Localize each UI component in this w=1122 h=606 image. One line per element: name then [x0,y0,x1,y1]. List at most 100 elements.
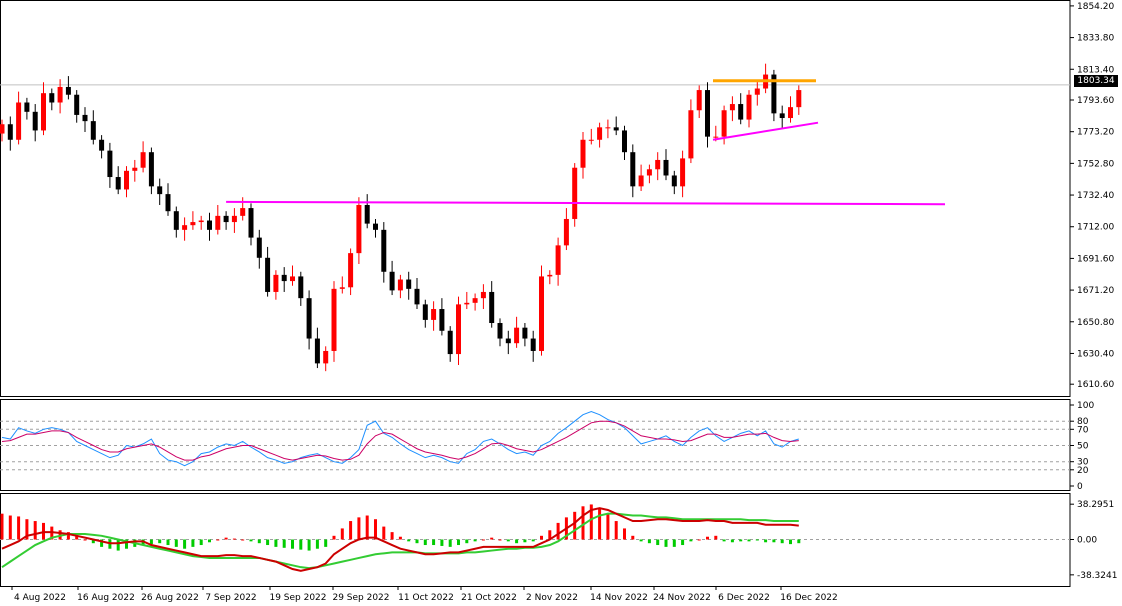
time-axis-label: 4 Aug 2022 [14,593,66,603]
macd-hist-negative [789,539,792,545]
candle-bearish [173,211,179,230]
candle-bearish [90,121,96,140]
macd-hist-positive [598,508,602,540]
candle-bearish [306,298,312,339]
candle-bullish [190,222,196,226]
price-axis-label: 1752.80 [1077,159,1114,169]
price-axis-label: 1813.40 [1077,65,1114,75]
oscillator-axis-label: 70 [1077,425,1089,435]
oscillator-axis-label: 100 [1077,401,1094,411]
macd-hist-negative [647,539,651,544]
macd-hist-negative [531,539,535,542]
candle-bearish [115,177,121,190]
macd-hist-positive [697,539,701,541]
candle-bearish [613,127,619,131]
macd-hist-negative [432,539,436,546]
candle-bearish [671,175,677,187]
macd-hist-positive [216,539,220,541]
macd-hist-positive [548,530,552,540]
oscillator-axis-label: 20 [1077,466,1089,476]
candle-bearish [74,94,80,115]
oscillator-axis-label: 50 [1077,442,1089,452]
candle-bullish [16,102,22,140]
macd-hist-positive [631,535,635,540]
macd-axis-label: 0.00 [1077,536,1097,546]
macd-hist-negative [407,539,411,542]
macd-hist-negative [780,539,784,544]
macd-hist-positive [66,532,70,540]
price-axis-label: 1854.20 [1077,2,1114,12]
candle-bullish [339,287,345,289]
macd-hist-negative [166,539,170,546]
macd-hist-positive [573,511,577,540]
candle-bullish [680,158,686,187]
macd-hist-positive [498,539,502,541]
candle-bullish [539,276,544,351]
macd-hist-negative [191,539,195,547]
macd-hist-negative [116,539,120,551]
time-axis-label: 2 Nov 2022 [526,593,578,603]
macd-hist-negative [672,539,676,547]
candle-bullish [547,274,553,277]
macd-hist-negative [125,539,128,549]
candle-bullish [290,276,295,282]
candle-bearish [7,124,13,140]
macd-hist-negative [257,539,261,544]
macd-hist-negative [274,539,278,547]
macd-hist-negative [506,539,510,542]
price-axis-label: 1671.20 [1077,286,1114,296]
macd-hist-negative [307,539,311,551]
candle-bullish [356,204,362,254]
price-panel-frame [0,0,1071,397]
macd-hist-negative [689,539,693,542]
candle-bearish [497,323,503,339]
current-price-label: 1803.34 [1074,75,1118,87]
macd-hist-negative [764,539,768,543]
candle-bullish [696,90,702,111]
candle-bullish [231,215,237,223]
macd-signal-line [1,512,799,570]
candle-bullish [754,88,760,95]
candle-bearish [771,74,777,114]
candle-bullish [472,298,478,303]
candle-bearish [373,223,378,230]
macd-hist-negative [473,539,477,542]
candle-bearish [630,152,636,187]
candle-bullish [788,107,793,119]
candle-bearish [99,139,105,151]
time-axis-label: 11 Oct 2022 [398,593,454,603]
macd-hist-positive [349,521,353,540]
time-axis-label: 6 Dec 2022 [718,593,770,603]
macd-hist-positive [623,528,626,540]
candle-bullish [240,208,246,216]
candle-bullish [638,175,644,187]
macd-hist-positive [340,528,344,540]
candle-bullish [563,218,569,246]
candle-bearish [439,309,445,331]
candle-bearish [314,338,320,364]
macd-hist-positive [398,536,402,540]
candle-bearish [705,90,710,137]
time-axis-label: 7 Sep 2022 [205,593,256,603]
macd-hist-negative [158,539,162,544]
macd-hist-positive [490,537,494,540]
macd-hist-negative [656,539,660,546]
oscillator-slow-line [1,420,799,461]
candle-bullish [572,167,578,219]
price-axis-label: 1793.60 [1077,96,1114,106]
macd-hist-negative [747,539,751,542]
candle-bullish [655,159,661,170]
macd-hist-negative [183,539,187,549]
macd-hist-positive [481,539,485,541]
macd-hist-positive [17,516,21,540]
macd-hist-negative [266,539,270,546]
oscillator-axis-label: 80 [1077,417,1089,427]
resistance-line [226,200,946,206]
candle-bullish [348,253,354,288]
candle-bearish [522,327,528,339]
candle-bearish [381,229,387,272]
candle-bullish [688,110,694,159]
candle-bearish [49,93,55,103]
